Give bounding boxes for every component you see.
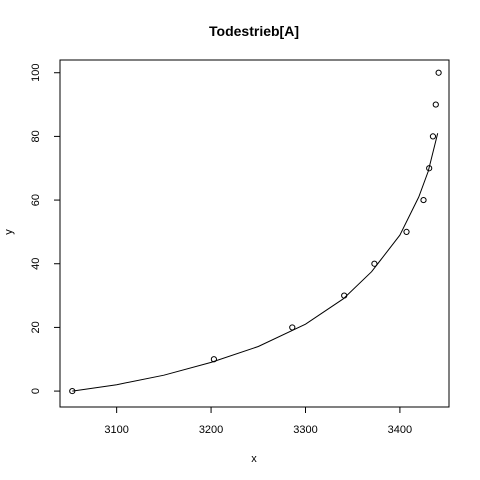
- data-point: [341, 292, 348, 299]
- y-tick-label: 0: [30, 388, 42, 394]
- x-axis: 3100 3200 3300 3400: [104, 406, 412, 436]
- data-points: [69, 69, 442, 395]
- data-point: [289, 324, 296, 331]
- y-tick-label: 40: [30, 258, 42, 270]
- data-point: [420, 196, 427, 204]
- x-tick-label: 3200: [199, 424, 223, 436]
- data-point: [426, 165, 433, 172]
- data-point: [69, 387, 76, 395]
- y-axis-label: y: [3, 229, 15, 235]
- data-point: [403, 228, 410, 236]
- x-tick-label: 3300: [293, 424, 317, 436]
- x-tick-label: 3400: [388, 424, 412, 436]
- data-point: [435, 69, 442, 76]
- y-tick-label: 60: [30, 194, 42, 206]
- fit-curve-line: [72, 133, 439, 392]
- x-tick-label: 3100: [104, 424, 128, 436]
- data-point: [371, 260, 378, 267]
- y-axis: 0 20 40 60 80 100: [30, 64, 61, 394]
- data-point: [429, 133, 437, 140]
- y-tick-label: 20: [30, 321, 42, 333]
- data-point: [210, 356, 218, 363]
- chart-title: Todestrieb[A]: [209, 23, 299, 39]
- plot-box: [59, 59, 450, 408]
- y-tick-label: 100: [30, 64, 42, 82]
- x-axis-label: x: [251, 453, 257, 465]
- data-point: [432, 101, 439, 108]
- y-tick-label: 80: [30, 130, 42, 142]
